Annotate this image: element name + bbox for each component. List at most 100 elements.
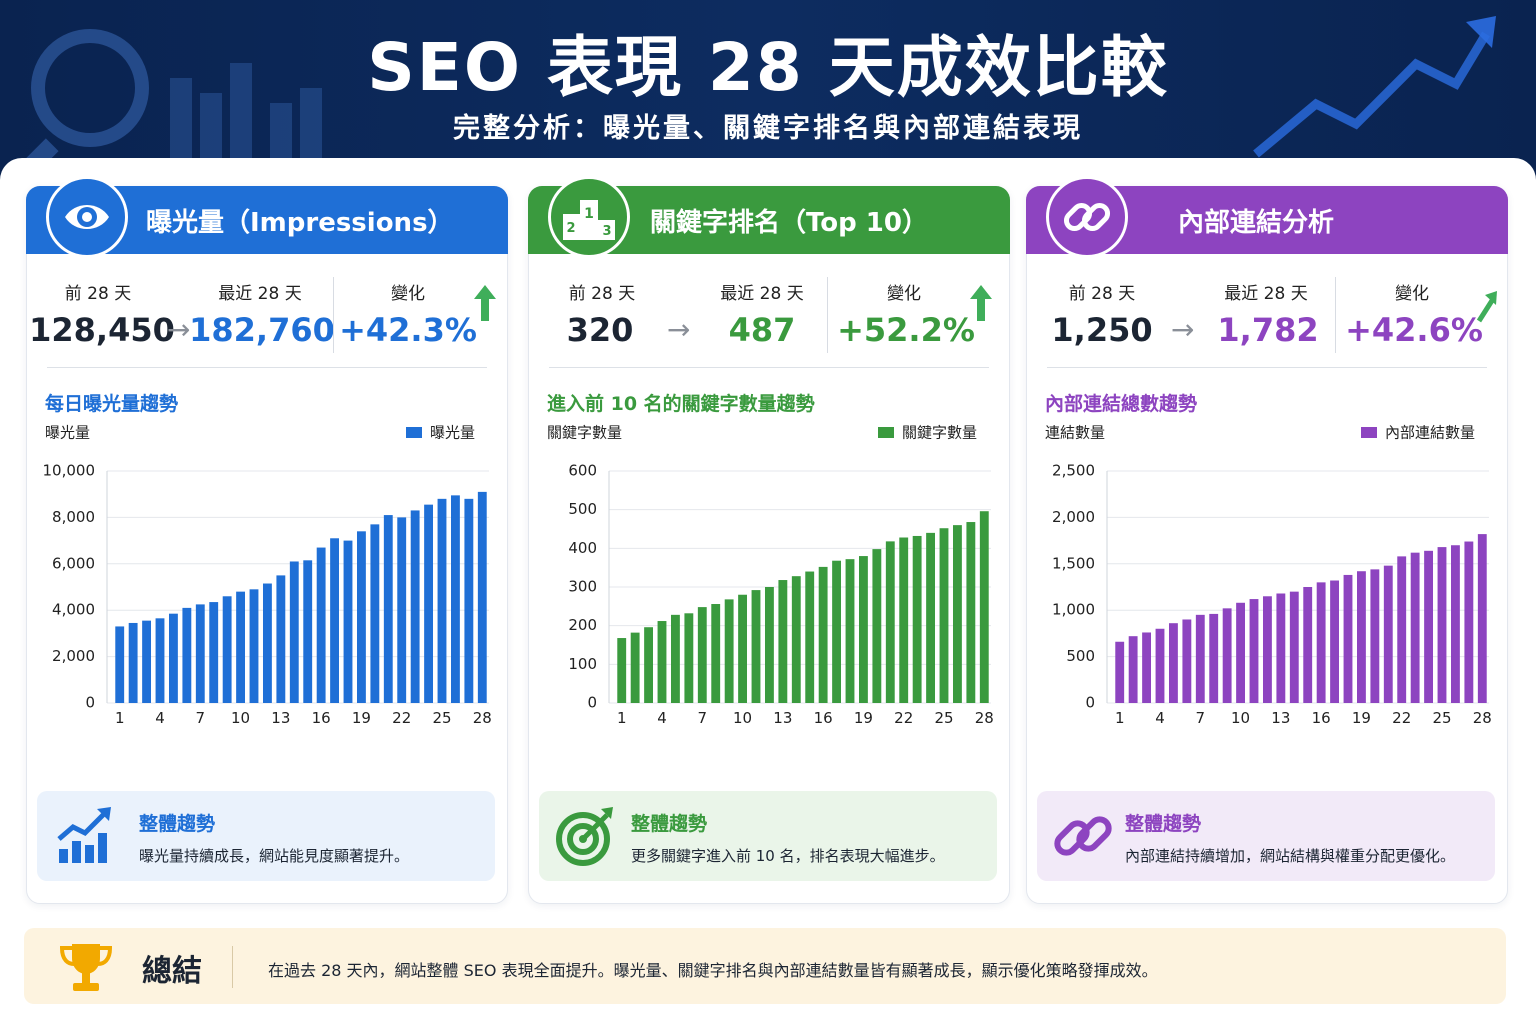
impressions-card: 曝光量（Impressions） 前 28 天 128,450 → 最近 28 … bbox=[26, 176, 508, 904]
bar bbox=[1142, 632, 1152, 703]
metric-divider bbox=[333, 277, 334, 353]
metric-divider bbox=[827, 277, 828, 353]
bar bbox=[142, 620, 152, 703]
y-tick-label: 500 bbox=[1066, 647, 1095, 665]
svg-text:1: 1 bbox=[584, 206, 594, 222]
bar bbox=[289, 561, 299, 703]
y-tick-label: 100 bbox=[568, 655, 597, 673]
bar bbox=[711, 604, 721, 703]
bar bbox=[410, 510, 420, 703]
chain-link-icon bbox=[1054, 816, 1112, 856]
x-tick-label: 10 bbox=[231, 709, 250, 727]
bar bbox=[397, 517, 407, 703]
bar bbox=[168, 613, 178, 703]
bar bbox=[1356, 571, 1366, 703]
bar bbox=[644, 627, 654, 703]
bar bbox=[1168, 623, 1178, 703]
bar bbox=[1437, 547, 1447, 703]
bar bbox=[912, 535, 922, 703]
bar bbox=[979, 511, 989, 703]
bar bbox=[1222, 608, 1232, 703]
bar bbox=[872, 549, 882, 703]
y-tick-label: 2,000 bbox=[52, 647, 95, 665]
change-label: 變化 bbox=[887, 284, 921, 304]
x-tick-label: 7 bbox=[698, 709, 708, 727]
chart-title: 每日曝光量趨勢 bbox=[45, 393, 179, 415]
bar bbox=[738, 594, 748, 703]
chart-title: 內部連結總數趨勢 bbox=[1045, 393, 1198, 415]
bar bbox=[424, 504, 434, 703]
bar bbox=[1343, 574, 1353, 703]
y-tick-label: 600 bbox=[568, 462, 597, 480]
x-tick-label: 25 bbox=[432, 709, 451, 727]
x-tick-label: 25 bbox=[1432, 709, 1451, 727]
impressions-bar-chart: 曝光量 曝光量 0 2,000 4,000 6,000 8,000 10,000 1 4 7 10 13… bbox=[43, 424, 492, 728]
summary-title: 整體趨勢 bbox=[1125, 813, 1202, 835]
change-value: +42.3% bbox=[339, 311, 477, 349]
internal-links-card: 內部連結分析 前 28 天 1,250 → 最近 28 天 1,782 變化 +… bbox=[1026, 176, 1508, 904]
bar bbox=[778, 580, 788, 703]
y-tick-label: 2,000 bbox=[1052, 508, 1095, 526]
card-header: 曝光量（Impressions） bbox=[26, 176, 508, 258]
x-tick-label: 13 bbox=[773, 709, 792, 727]
x-tick-label: 7 bbox=[196, 709, 206, 727]
bar bbox=[791, 576, 801, 703]
y-tick-label: 6,000 bbox=[52, 554, 95, 572]
legend-swatch bbox=[406, 427, 422, 438]
summary-text: 曝光量持續成長，網站能見度顯著提升。 bbox=[139, 847, 410, 865]
metric-separator bbox=[1047, 367, 1487, 368]
y-tick-label: 2,500 bbox=[1052, 462, 1095, 480]
y-axis-label: 曝光量 bbox=[45, 424, 90, 442]
card-header: 1 2 3 關鍵字排名（Top 10） bbox=[528, 176, 1010, 258]
bar bbox=[630, 632, 640, 703]
right-arrow-icon: → bbox=[167, 313, 191, 346]
x-tick-label: 4 bbox=[657, 709, 667, 727]
x-tick-label: 16 bbox=[312, 709, 331, 727]
y-tick-label: 8,000 bbox=[52, 508, 95, 526]
bar bbox=[1128, 636, 1138, 703]
recent-label: 最近 28 天 bbox=[1224, 284, 1308, 304]
up-arrow-icon bbox=[474, 285, 496, 321]
prev-label: 前 28 天 bbox=[568, 284, 636, 304]
bar bbox=[1424, 550, 1434, 703]
y-tick-label: 1,000 bbox=[1052, 601, 1095, 619]
chart-title: 進入前 10 名的關鍵字數量趨勢 bbox=[547, 393, 815, 415]
x-tick-label: 19 bbox=[1352, 709, 1371, 727]
bar bbox=[885, 541, 895, 703]
bar bbox=[966, 522, 976, 703]
summary-title: 整體趨勢 bbox=[139, 813, 216, 835]
bar bbox=[724, 599, 734, 703]
x-tick-label: 13 bbox=[1271, 709, 1290, 727]
x-tick-label: 7 bbox=[1196, 709, 1206, 727]
bar bbox=[450, 495, 460, 703]
bar bbox=[464, 498, 474, 703]
bar bbox=[262, 583, 272, 703]
bar bbox=[1450, 545, 1460, 703]
page-title: SEO 表現 28 天成效比較 bbox=[367, 29, 1169, 106]
bar bbox=[1397, 556, 1407, 703]
bar bbox=[1249, 599, 1259, 703]
x-tick-label: 16 bbox=[1312, 709, 1331, 727]
bar bbox=[437, 498, 447, 703]
bar bbox=[845, 559, 855, 703]
bar bbox=[115, 626, 125, 703]
metric-separator bbox=[47, 367, 487, 368]
footer-divider bbox=[232, 946, 233, 988]
bar bbox=[1316, 582, 1326, 703]
bar bbox=[1115, 641, 1125, 703]
bar bbox=[1236, 602, 1246, 703]
x-tick-label: 28 bbox=[473, 709, 492, 727]
x-tick-label: 25 bbox=[934, 709, 953, 727]
x-tick-label: 10 bbox=[1231, 709, 1250, 727]
bar bbox=[818, 566, 828, 703]
x-tick-label: 22 bbox=[894, 709, 913, 727]
bar bbox=[236, 591, 246, 703]
bar bbox=[383, 515, 393, 703]
x-tick-label: 28 bbox=[1473, 709, 1492, 727]
y-axis-label: 關鍵字數量 bbox=[547, 424, 622, 442]
legend-swatch bbox=[1361, 427, 1377, 438]
bar bbox=[1477, 534, 1487, 703]
bar bbox=[1410, 552, 1420, 703]
change-value: +42.6% bbox=[1345, 311, 1483, 349]
keywords-card: 1 2 3 關鍵字排名（Top 10） 前 28 天 320 → 最近 28 天… bbox=[528, 176, 1010, 904]
